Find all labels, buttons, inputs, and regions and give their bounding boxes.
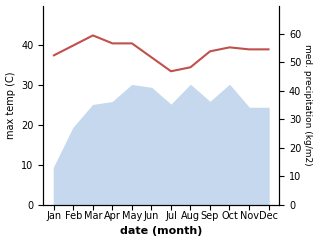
Y-axis label: med. precipitation (kg/m2): med. precipitation (kg/m2)	[303, 44, 313, 166]
Y-axis label: max temp (C): max temp (C)	[5, 71, 16, 139]
X-axis label: date (month): date (month)	[120, 227, 203, 236]
